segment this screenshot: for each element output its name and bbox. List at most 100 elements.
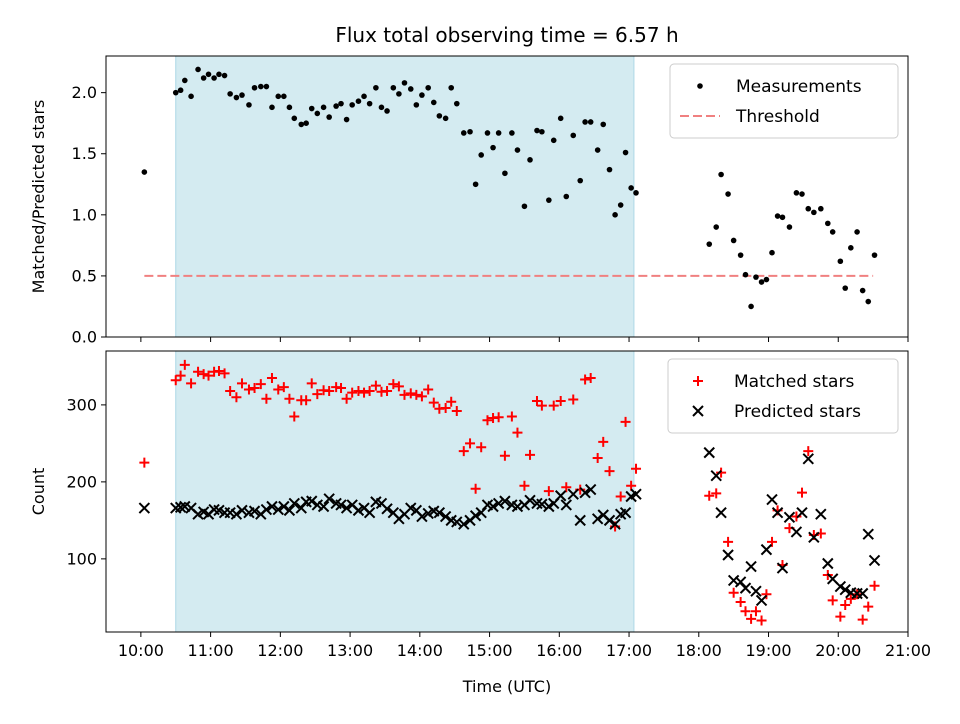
data-point xyxy=(390,84,397,91)
data-point xyxy=(527,157,533,163)
data-point xyxy=(378,104,385,111)
data-point xyxy=(727,574,740,587)
data-point xyxy=(314,110,321,117)
data-point xyxy=(822,557,834,570)
x-tick-label: 18:00 xyxy=(676,641,722,660)
data-point xyxy=(718,171,724,178)
data-point xyxy=(251,84,258,91)
data-point xyxy=(796,506,808,519)
data-point xyxy=(266,500,278,513)
data-point xyxy=(261,393,272,404)
data-point xyxy=(499,450,510,461)
data-point xyxy=(606,166,613,173)
data-point xyxy=(141,169,148,175)
data-point xyxy=(273,384,284,395)
panel-1 xyxy=(101,55,909,342)
axes-frame xyxy=(105,350,909,633)
data-point xyxy=(306,495,318,507)
data-point xyxy=(753,274,759,280)
data-point xyxy=(703,446,715,459)
data-point xyxy=(723,536,734,547)
data-point xyxy=(349,102,355,108)
data-point xyxy=(519,480,530,491)
data-point xyxy=(326,114,332,120)
data-point xyxy=(619,506,632,519)
data-point xyxy=(258,83,264,90)
x-tick-label: 19:00 xyxy=(745,641,791,660)
data-point xyxy=(713,224,720,230)
data-point xyxy=(411,389,422,400)
data-point xyxy=(628,185,634,191)
data-point xyxy=(248,505,261,517)
data-point xyxy=(799,191,805,197)
data-point xyxy=(255,379,266,390)
data-point xyxy=(298,121,305,128)
data-point xyxy=(470,483,481,494)
data-point xyxy=(230,508,243,520)
data-point xyxy=(203,370,214,381)
data-point xyxy=(286,104,293,111)
y-tick-label: 0.0 xyxy=(72,328,97,347)
data-point xyxy=(440,402,451,413)
data-point xyxy=(746,613,757,624)
data-point xyxy=(260,503,273,516)
data-point xyxy=(506,411,517,422)
y-tick-label: 100 xyxy=(66,549,97,568)
data-point xyxy=(453,100,460,107)
data-point xyxy=(469,510,482,522)
data-point xyxy=(502,170,508,177)
data-point xyxy=(382,386,393,397)
data-point xyxy=(221,72,228,79)
data-point xyxy=(561,482,572,493)
data-point xyxy=(465,438,476,449)
data-point xyxy=(536,498,548,510)
data-point xyxy=(370,380,381,391)
data-point xyxy=(278,382,289,393)
x-tick-label: 11:00 xyxy=(188,641,234,660)
data-point xyxy=(269,104,275,111)
data-point xyxy=(783,511,796,523)
data-point xyxy=(580,374,591,385)
data-point xyxy=(771,506,784,519)
x-axis-label: Time (UTC) xyxy=(462,677,551,696)
data-point xyxy=(451,406,462,417)
data-point xyxy=(591,513,604,525)
data-point xyxy=(320,104,327,111)
data-point xyxy=(442,115,449,122)
data-point xyxy=(495,130,502,136)
data-point xyxy=(284,393,295,404)
data-point xyxy=(246,102,252,108)
y-tick-label: 2.0 xyxy=(72,83,97,102)
data-point xyxy=(363,506,376,519)
data-point xyxy=(766,493,778,506)
data-point xyxy=(560,499,572,511)
data-point xyxy=(138,502,151,514)
data-point xyxy=(200,75,207,81)
data-point xyxy=(243,384,254,395)
data-point xyxy=(179,359,190,370)
legend-label: Measurements xyxy=(736,77,862,97)
data-point xyxy=(407,86,414,92)
data-point xyxy=(175,370,186,381)
data-point xyxy=(603,514,616,527)
y-axis-label: Count xyxy=(29,468,48,516)
data-point xyxy=(281,93,287,100)
data-point xyxy=(557,115,564,122)
data-point xyxy=(598,436,609,447)
data-point xyxy=(492,497,505,510)
data-point xyxy=(769,249,775,256)
data-point xyxy=(582,119,588,125)
data-point xyxy=(730,237,737,244)
data-point xyxy=(620,416,631,427)
legend-label: Threshold xyxy=(735,107,820,127)
data-point xyxy=(333,103,339,109)
data-point xyxy=(341,393,352,404)
data-point xyxy=(198,369,209,380)
data-point xyxy=(779,214,786,221)
data-point xyxy=(373,84,379,91)
data-point xyxy=(225,386,236,397)
data-point xyxy=(715,506,727,519)
x-tick-label: 13:00 xyxy=(327,641,373,660)
data-point xyxy=(323,493,335,505)
legend xyxy=(669,63,899,139)
